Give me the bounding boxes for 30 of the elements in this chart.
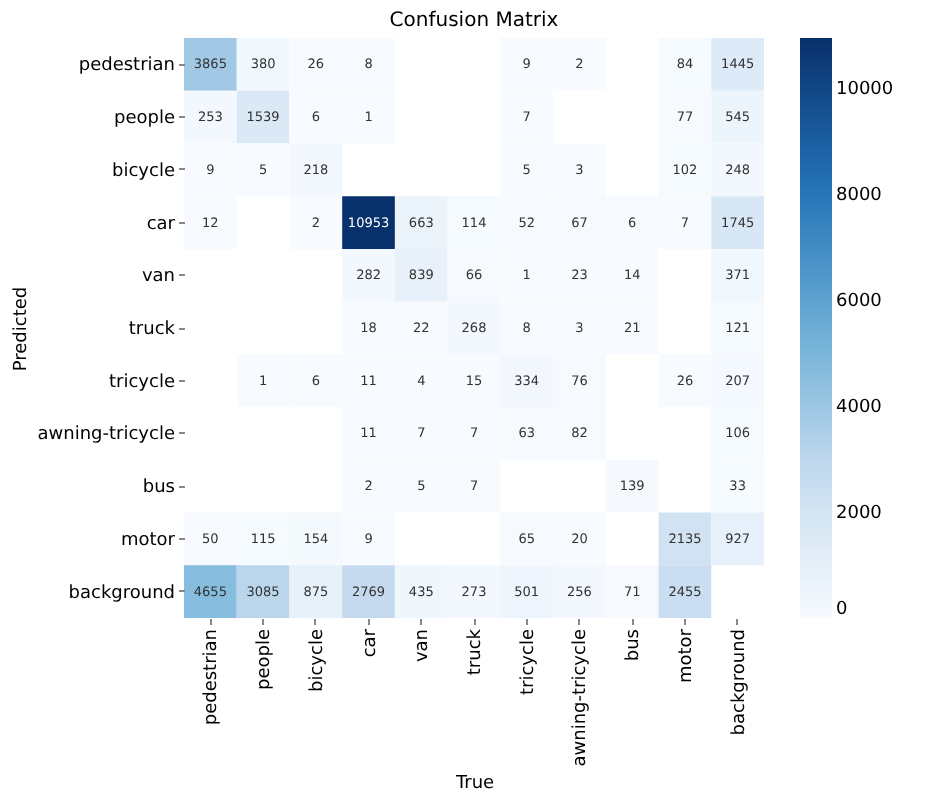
color-bar-label: 4000 [836, 398, 883, 419]
y-tick-label: people [113, 109, 176, 130]
x-tick-label: tricycle [518, 628, 539, 695]
x-tick-label: motor [676, 628, 697, 684]
y-tick-label: pedestrian [78, 56, 175, 77]
y-tick-label: bicycle [112, 161, 176, 182]
y-tick-label: bus [142, 478, 176, 499]
y-tick-label: truck [128, 320, 177, 340]
color-bar-label: 2000 [836, 504, 883, 525]
x-tick-label: truck [466, 627, 486, 676]
y-tick-label: awning-tricycle [37, 425, 176, 446]
color-bar-label: 6000 [836, 292, 883, 313]
y-tick-label: van [141, 267, 175, 288]
color-bar-label: 0 [836, 600, 848, 620]
x-tick-label: car [360, 628, 381, 658]
y-tick-label: car [146, 214, 176, 235]
x-tick-label: awning-tricycle [571, 628, 592, 767]
y-tick-label: tricycle [109, 372, 176, 393]
y-tick-label: motor [120, 530, 176, 551]
x-axis-title: True [453, 774, 496, 794]
y-axis-title: Predicted [11, 286, 32, 372]
y-tick-label: background [68, 583, 175, 604]
color-bar-label: 10000 [836, 80, 894, 101]
color-bar-label: 8000 [836, 186, 883, 207]
x-tick-label: background [729, 629, 750, 736]
chart-title: Confusion Matrix [389, 10, 559, 32]
x-tick-label: people [255, 628, 276, 691]
x-tick-label: van [413, 629, 434, 663]
x-tick-label: bus [624, 628, 645, 662]
x-tick-label: bicycle [307, 628, 328, 692]
